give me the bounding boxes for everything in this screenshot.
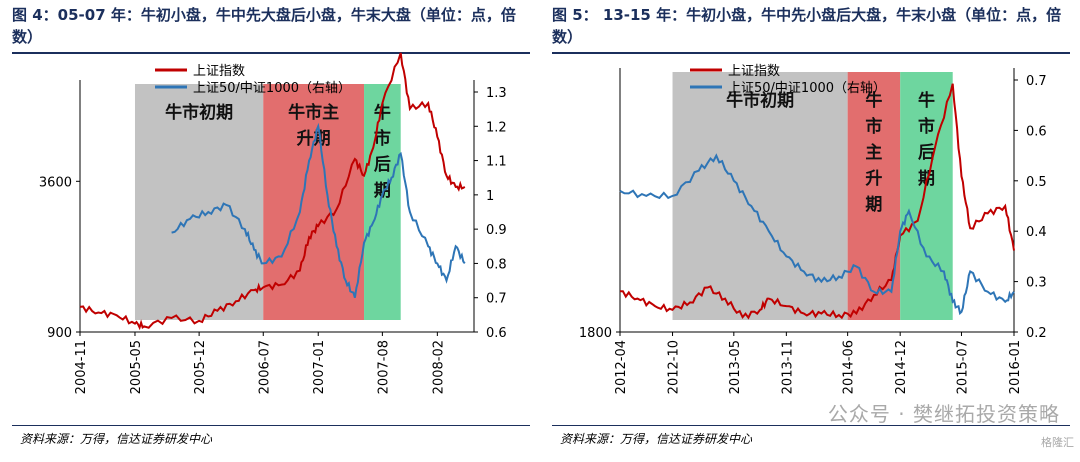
- x-tick-label: 2008-02: [431, 340, 446, 394]
- left-tick-label: 1800: [579, 326, 612, 341]
- phase-band: [263, 84, 365, 320]
- phase-band: [134, 84, 264, 320]
- figure-5-title-rule: [552, 52, 1070, 54]
- phase-label: 牛市初期: [165, 102, 233, 123]
- x-tick-label: 2004-11: [74, 340, 89, 394]
- x-tick-label: 2015-07: [955, 340, 970, 394]
- right-tick-label: 0.7: [1026, 74, 1047, 89]
- x-tick-label: 2013-05: [728, 340, 743, 394]
- right-tick-label: 0.6: [1026, 124, 1047, 139]
- right-tick-label: 1.3: [486, 86, 507, 101]
- right-tick-label: 1.1: [486, 155, 507, 170]
- x-tick-label: 2007-08: [376, 340, 391, 394]
- phase-label-line: 牛: [865, 90, 882, 111]
- figure-4-panel: 图 4：05-07 年：牛初小盘，牛中先大盘后小盘，牛末大盘（单位：点，倍数） …: [12, 6, 530, 446]
- phase-label: 牛市初期: [726, 90, 794, 111]
- figure-4-source-rule: [12, 425, 530, 426]
- right-tick-label: 0.2: [1026, 326, 1047, 341]
- right-tick-label: 0.7: [486, 292, 507, 307]
- phase-label-line: 升期: [297, 129, 331, 149]
- x-tick-label: 2012-10: [667, 340, 682, 394]
- right-tick-label: 0.8: [486, 257, 507, 272]
- right-tick-label: 0.9: [486, 223, 507, 238]
- x-tick-label: 2007-01: [312, 340, 327, 394]
- x-tick-label: 2005-05: [129, 340, 144, 394]
- phase-band: [364, 84, 401, 320]
- x-tick-label: 2013-11: [780, 340, 795, 394]
- right-tick-label: 1.2: [486, 120, 507, 135]
- legend-label: 上证50/中证1000（右轴）: [728, 81, 886, 96]
- left-tick-label: 3600: [39, 175, 72, 190]
- watermark-badge: 格隆汇: [1041, 436, 1074, 449]
- figure-4-title: 图 4：05-07 年：牛初小盘，牛中先大盘后小盘，牛末大盘（单位：点，倍数）: [12, 6, 516, 46]
- phase-label-line: 牛市主: [288, 102, 339, 123]
- legend-label: 上证50/中证1000（右轴）: [193, 81, 351, 96]
- figure-4-source: 资料来源：万得，信达证券研发中心: [20, 432, 213, 446]
- series-line-ratio: [619, 153, 1015, 316]
- phase-label-line: 后: [918, 143, 935, 163]
- watermark-text: 公众号 · 樊继拓投资策略: [827, 402, 1060, 426]
- x-tick-label: 2012-04: [614, 340, 629, 394]
- phase-label-line: 市: [865, 116, 882, 137]
- x-tick-label: 2014-12: [894, 340, 909, 394]
- figure-4-title-rule: [12, 52, 530, 54]
- phase-label-line: 主: [865, 142, 882, 163]
- right-tick-label: 1: [486, 189, 494, 204]
- x-tick-label: 2016-01: [1008, 340, 1023, 394]
- x-tick-label: 2014-06: [842, 340, 857, 394]
- figure-5-panel: 图 5： 13-15 年：牛初小盘，牛中先小盘后大盘，牛末小盘（单位：点，倍数）…: [540, 0, 1080, 462]
- phase-label-line: 升: [865, 169, 882, 189]
- phase-label-line: 市: [918, 116, 935, 137]
- x-tick-label: 2006-07: [257, 340, 272, 394]
- figure-4-chart: 牛市初期 牛市主升期牛市后期36009001.31.21.110.90.80.70…: [39, 52, 507, 394]
- phase-label-line: 后: [374, 155, 391, 175]
- series-line-ratio: [171, 122, 466, 298]
- right-tick-label: 0.6: [486, 326, 507, 341]
- x-tick-label: 2005-12: [193, 340, 208, 394]
- series-line-index: [79, 52, 466, 331]
- phase-label-line: 市: [374, 128, 391, 149]
- right-tick-label: 0.3: [1026, 276, 1047, 291]
- legend-label: 上证指数: [193, 64, 245, 79]
- figure-5-title: 图 5： 13-15 年：牛初小盘，牛中先小盘后大盘，牛末小盘（单位：点，倍数）: [552, 6, 1062, 46]
- phase-label-line: 期: [865, 195, 882, 215]
- right-tick-label: 0.4: [1026, 225, 1047, 240]
- figure-5-source-rule: [552, 425, 1070, 426]
- phase-label-line: 牛: [918, 90, 935, 111]
- figure-5-source: 资料来源：万得，信达证券研发中心: [560, 432, 753, 446]
- left-tick-label: 900: [47, 326, 72, 341]
- figure-5-chart: 牛市初期 牛市主升期牛市后期18000.70.60.50.40.30.22012-…: [579, 64, 1047, 394]
- right-tick-label: 0.5: [1026, 175, 1047, 190]
- phase-label-line: 牛: [374, 102, 391, 123]
- series-line-index: [620, 83, 1015, 320]
- legend-label: 上证指数: [728, 64, 780, 79]
